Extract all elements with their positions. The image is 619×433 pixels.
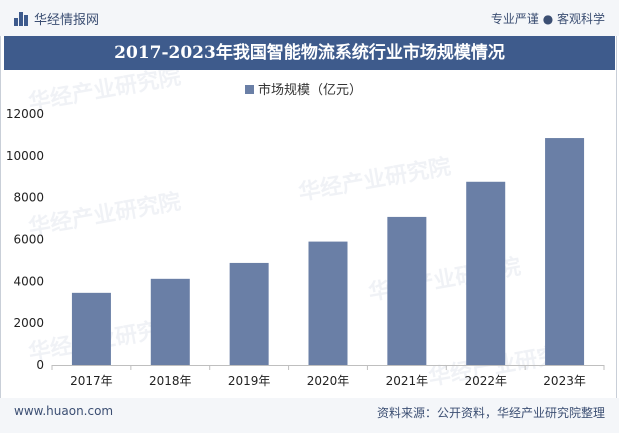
brand-name: 华经情报网 [34, 13, 100, 28]
bar-2020年 [308, 241, 348, 365]
legend-label: 市场规模（亿元） [258, 82, 362, 98]
bar-2021年 [387, 216, 427, 365]
bar-2022年 [466, 181, 506, 365]
watermark-text: 华经产业研究院 [27, 189, 183, 241]
x-tick-label: 2023年 [543, 374, 586, 388]
footer-bar: www.huaon.com 资料来源：公开资料，华经产业研究院整理 [0, 398, 619, 433]
legend-swatch [245, 85, 254, 94]
footer-source: 资料来源：公开资料，华经产业研究院整理 [376, 406, 605, 420]
brand[interactable]: 华经情报网 [14, 9, 99, 28]
bar-2017年 [71, 292, 111, 365]
x-tick-label: 2019年 [228, 374, 271, 388]
chart-title: 2017-2023年我国智能物流系统行业市场规模情况 [4, 36, 615, 70]
x-tick-label: 2018年 [149, 374, 192, 388]
y-tick-label: 4000 [13, 274, 44, 288]
bar-2019年 [229, 262, 269, 365]
bars [71, 138, 585, 365]
y-axis: 0 2000 4000 6000 8000 10000 12000 [6, 107, 44, 372]
header-bar: 华经情报网 专业严谨 ● 客观科学 [0, 0, 619, 36]
bar-2018年 [150, 278, 190, 365]
y-tick-label: 10000 [6, 149, 44, 163]
y-tick-label: 6000 [13, 233, 44, 247]
slogan: 专业严谨 ● 客观科学 [490, 12, 605, 26]
watermark-text: 华经产业研究院 [27, 64, 183, 116]
bar-2023年 [545, 138, 585, 365]
x-tick-label: 2022年 [464, 374, 507, 388]
y-tick-label: 0 [36, 358, 44, 372]
legend: 市场规模（亿元） [245, 82, 362, 98]
x-tick-label: 2020年 [307, 374, 350, 388]
footer-url[interactable]: www.huaon.com [14, 404, 114, 418]
watermark-text: 华经产业研究院 [297, 154, 453, 206]
x-axis: 2017年 2018年 2019年 2020年 2021年 2022年 2023年 [51, 365, 605, 388]
x-tick-label: 2017年 [70, 374, 113, 388]
x-tick-label: 2021年 [386, 374, 429, 388]
logo-icon [14, 11, 28, 26]
y-tick-label: 8000 [13, 191, 44, 205]
y-tick-label: 2000 [13, 316, 44, 330]
y-tick-label: 12000 [6, 107, 44, 121]
